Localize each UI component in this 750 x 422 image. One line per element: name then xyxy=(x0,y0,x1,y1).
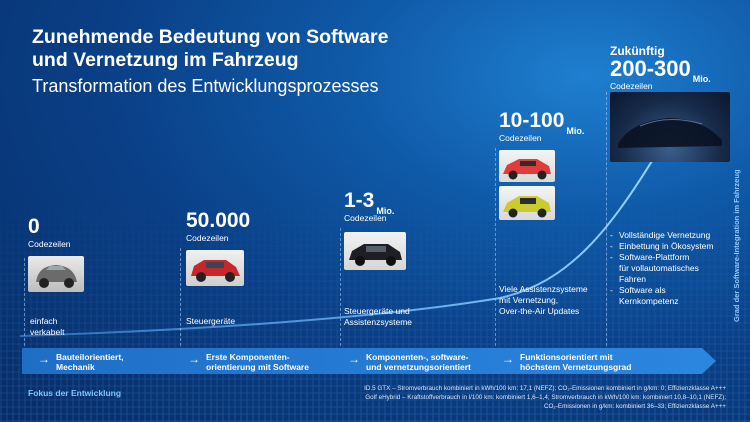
stage-0-desc: einfach verkabelt xyxy=(30,316,65,337)
stage-label: Codezeilen xyxy=(28,239,71,249)
focus-label: Fokus der Entwicklung xyxy=(28,388,122,398)
beetle-photo xyxy=(28,256,84,292)
vertical-axis-label: Grad der Software-Integration im Fahrzeu… xyxy=(732,169,741,322)
separator xyxy=(606,92,607,346)
stage-prefix: Zukünftig xyxy=(610,44,665,58)
stage-label: Codezeilen xyxy=(186,233,229,243)
golf-1-photo xyxy=(186,250,244,286)
stage-3: 10-100 Mio. Codezeilen xyxy=(499,109,585,144)
stage-1: 50.000 Codezeilen xyxy=(186,209,251,244)
stage-label: Codezeilen xyxy=(344,213,387,223)
focus-bar-arrowhead xyxy=(702,348,716,374)
stage-number: 50.000 xyxy=(186,209,251,232)
stage-4: Zukünftig 200-300 Mio. Codezeilen xyxy=(610,44,711,91)
golf-6-photo xyxy=(344,232,406,270)
stage-number: 10-100 xyxy=(499,109,565,132)
arrow-right-icon: → xyxy=(348,352,360,366)
page-title: Zunehmende Bedeutung von Software und Ve… xyxy=(32,26,389,71)
stage-2-desc: Steuergeräte und Assistenzsysteme xyxy=(344,306,413,327)
arrow-right-icon: → xyxy=(502,352,514,366)
stage-number: 0 xyxy=(28,215,40,238)
focus-bar xyxy=(22,348,702,374)
future-bullets: Vollständige Vernetzung Einbettung in Ök… xyxy=(610,230,714,307)
separator xyxy=(340,228,341,346)
stage-2: 1-3 Mio. Codezeilen xyxy=(344,189,395,224)
stage-label: Codezeilen xyxy=(610,81,653,91)
stage-number: 1-3 xyxy=(344,189,375,212)
footnote: ID.5 GTX – Stromverbrauch kombiniert in … xyxy=(364,385,726,410)
arrow-right-icon: → xyxy=(188,352,200,366)
stage-unit: Mio. xyxy=(566,126,585,136)
stage-number: 200-300 xyxy=(610,56,691,81)
stage-1-desc: Steuergeräte xyxy=(186,316,236,326)
arrow-right-icon: → xyxy=(38,352,50,366)
stage-unit: Mio. xyxy=(692,74,711,84)
stage-label: Codezeilen xyxy=(499,133,542,143)
stage-3-desc: Viele Assistenzsysteme mit Vernetzung, O… xyxy=(499,284,588,316)
id3-photo xyxy=(499,150,555,182)
stage-0: 0 Codezeilen xyxy=(28,215,71,250)
stage-unit: Mio. xyxy=(376,206,395,216)
page-subtitle: Transformation des Entwicklungsprozesses xyxy=(32,76,379,96)
separator xyxy=(180,248,181,346)
separator xyxy=(24,258,25,346)
golf-8-photo xyxy=(499,186,555,220)
separator xyxy=(495,148,496,346)
future-car-photo xyxy=(610,92,730,162)
